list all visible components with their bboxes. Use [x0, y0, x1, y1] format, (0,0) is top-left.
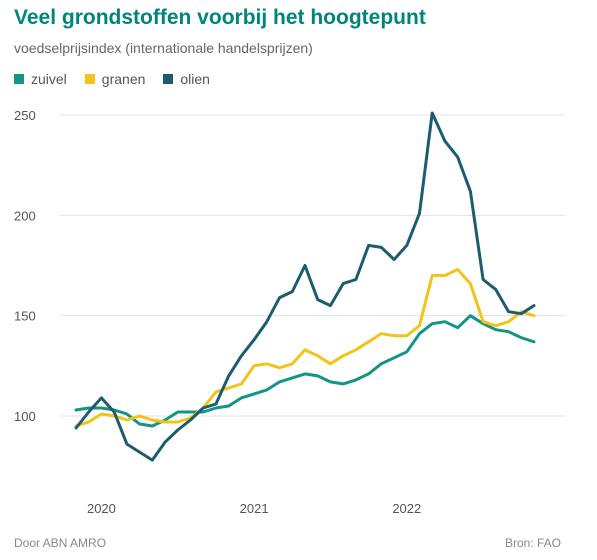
- legend-label-granen: granen: [101, 71, 146, 87]
- y-tick-label-200: 200: [14, 208, 36, 223]
- legend-swatch-olien: [163, 74, 174, 84]
- y-tick-label-150: 150: [14, 309, 36, 324]
- legend: zuivel granen olien: [14, 71, 228, 87]
- y-tick-label-100: 100: [14, 409, 36, 424]
- series-line-zuivel: [74, 314, 536, 428]
- chart-title: Veel grondstoffen voorbij het hoogtepunt: [14, 6, 426, 29]
- legend-swatch-granen: [84, 74, 95, 84]
- x-tick-label-2022: 2022: [392, 501, 421, 516]
- series-line-granen: [74, 268, 536, 428]
- x-tick-label-2021: 2021: [240, 501, 269, 516]
- y-tick-label-250: 250: [14, 108, 36, 123]
- x-axis-ticks: 2020 2021 2022: [87, 501, 421, 516]
- series-lines: [74, 111, 536, 462]
- gridlines: [60, 114, 565, 417]
- footer-credit: Door ABN AMRO: [14, 536, 107, 550]
- line-chart: 100 150 200 250 2020 2021 2022: [14, 108, 565, 516]
- series-line-olien: [74, 111, 536, 462]
- legend-item-zuivel: zuivel: [14, 71, 67, 87]
- legend-swatch-zuivel: [14, 74, 24, 84]
- footer-source: Bron: FAO: [504, 536, 561, 550]
- legend-item-olien: olien: [163, 71, 210, 87]
- y-axis-ticks: 100 150 200 250: [14, 108, 36, 424]
- legend-label-olien: olien: [180, 71, 210, 87]
- legend-item-granen: granen: [84, 71, 146, 87]
- legend-label-zuivel: zuivel: [31, 71, 67, 87]
- x-tick-label-2020: 2020: [87, 501, 116, 516]
- chart-subtitle: voedselprijsindex (internationale handel…: [14, 40, 313, 56]
